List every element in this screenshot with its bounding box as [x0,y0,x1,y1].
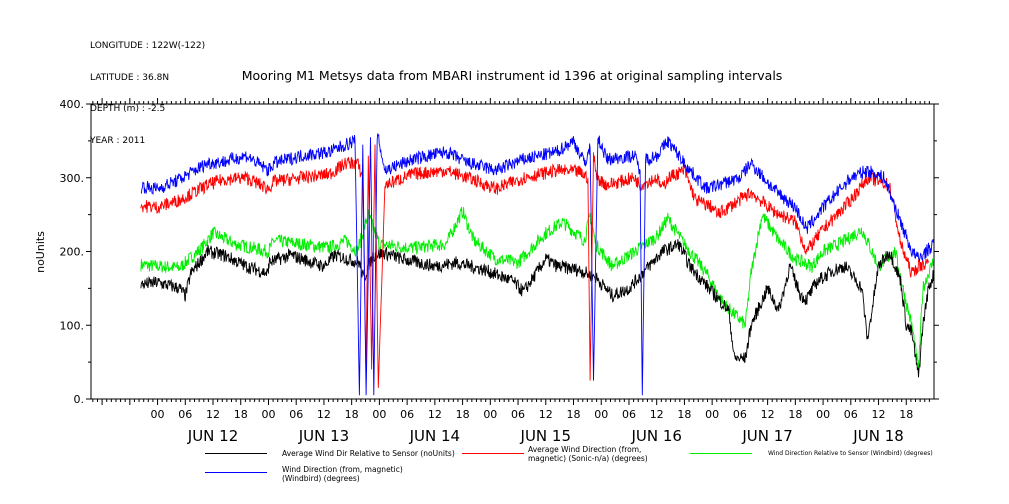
x-hour-label: 00 [816,408,830,421]
chart-title: Mooring M1 Metsys data from MBARI instru… [242,68,783,83]
x-hour-label: 18 [567,408,581,421]
x-hour-label: 06 [733,408,747,421]
x-day-label: JUN 17 [741,427,792,445]
x-hour-label: 06 [844,408,858,421]
x-hour-label: 00 [483,408,497,421]
x-hour-label: 00 [151,408,165,421]
x-hour-label: 12 [761,408,775,421]
plot-frame [90,103,935,400]
x-hour-label: 12 [206,408,220,421]
x-day-label: JUN 12 [187,427,238,445]
x-hour-label: 06 [622,408,636,421]
x-day-label: JUN 18 [852,427,903,445]
x-hour-label: 06 [289,408,303,421]
legend-swatch-red [462,453,524,454]
x-hour-label: 00 [261,408,275,421]
legend-label-blue: Wind Direction (from, magnetic) (Windbir… [282,465,403,483]
x-day-label: JUN 13 [298,427,349,445]
series-line [140,144,929,388]
x-day-label: JUN 16 [630,427,681,445]
x-day-label: JUN 15 [520,427,571,445]
station-metadata: LONGITUDE : 122W(-122) LATITUDE : 36.8N … [90,20,205,157]
y-tick-label: 0. [74,393,85,406]
y-tick-label: 200. [60,246,85,259]
y-tick-label: 400. [60,98,85,111]
year-label: YEAR : 2011 [90,135,146,146]
x-hour-label: 18 [345,408,359,421]
series-line [140,133,935,396]
legend-swatch-black [205,453,267,454]
x-hour-label: 12 [428,408,442,421]
x-hour-label: 00 [372,408,386,421]
axes: 0. 100. 200. 300. 400. 00 06 12 18 00 06 12 18 00 06 12… [60,98,939,445]
legend-swatch-blue [205,472,267,473]
x-hour-label: 00 [705,408,719,421]
depth-label: DEPTH (m) : -2.5 [90,104,166,114]
x-hour-label: 06 [400,408,414,421]
y-tick-label: 300. [60,172,85,185]
x-hour-label: 18 [788,408,802,421]
x-hour-label: 18 [456,408,470,421]
y-axis-label: noUnits [34,231,47,273]
legend-swatch-green [690,453,752,454]
x-hour-label: 18 [677,408,691,421]
series-layer [140,133,935,396]
legend-label-green: Wind Direction Relative to Sensor (Windb… [768,450,933,457]
series-line [140,206,935,373]
longitude-label: LONGITUDE : 122W(-122) [90,41,206,51]
x-hour-label: 18 [899,408,913,421]
x-hour-label: 18 [234,408,248,421]
x-hour-label: 12 [650,408,664,421]
x-hour-label: 12 [872,408,886,421]
x-hour-label: 12 [317,408,331,421]
latitude-label: LATITUDE : 36.8N [90,72,170,83]
x-hour-label: 12 [539,408,553,421]
x-hour-label: 00 [594,408,608,421]
legend-label-black: Average Wind Dir Relative to Sensor (noU… [282,449,455,458]
x-hour-label: 06 [511,408,525,421]
legend-label-red: Average Wind Direction (from, magnetic) … [528,445,648,463]
series-line [140,239,935,378]
y-tick-label: 100. [60,319,85,332]
x-day-label: JUN 14 [409,427,460,445]
x-hour-label: 06 [178,408,192,421]
